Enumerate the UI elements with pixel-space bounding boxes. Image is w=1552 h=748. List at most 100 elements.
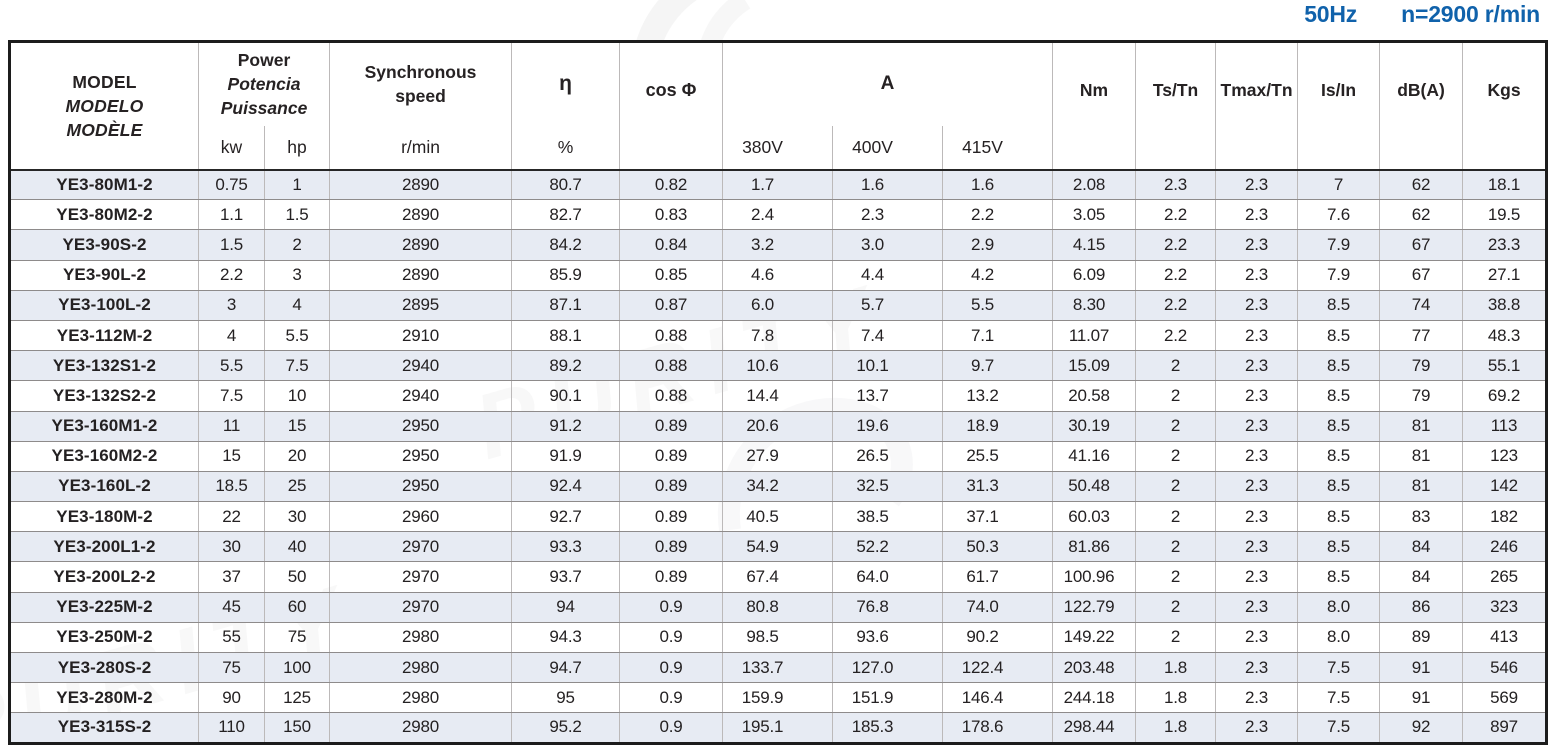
- cell-ts-tn: 2: [1135, 350, 1217, 382]
- cell-is-in: 8.5: [1297, 380, 1381, 412]
- cell-a415: 7.1: [942, 319, 1054, 352]
- table-body: YE3-80M1-2 0.75 1 2890 80.7 0.82 1.7 1.6 1.6 2.08…: [9, 168, 1548, 744]
- cell-kw: 1.1: [198, 199, 265, 231]
- cell-tmax-tn: 2.3: [1215, 259, 1299, 291]
- cell-speed: 2980: [329, 621, 513, 654]
- cell-model: YE3-315S-2: [9, 712, 199, 744]
- cell-a380: 34.2: [722, 470, 834, 503]
- cell-nm: 203.48: [1052, 651, 1137, 684]
- cell-kgs: 142: [1462, 470, 1548, 503]
- cell-tmax-tn: 2.3: [1215, 621, 1299, 654]
- cell-ts-tn: 2: [1135, 531, 1217, 563]
- table-row: YE3-132S2-2 7.5 10 2940 90.1 0.88 14.4 13.7 13.2…: [9, 380, 1548, 412]
- cell-speed: 2890: [329, 229, 513, 261]
- cell-ts-tn: 2: [1135, 410, 1217, 442]
- cell-hp: 4: [263, 289, 331, 321]
- cell-kgs: 27.1: [1462, 259, 1548, 291]
- cell-tmax-tn: 2.3: [1215, 199, 1299, 231]
- cell-kw: 5.5: [198, 350, 265, 382]
- cell-kw: 75: [198, 651, 265, 684]
- cell-hp: 60: [263, 591, 331, 623]
- cell-a415: 1.6: [942, 168, 1054, 201]
- subheader-415v: 415V: [942, 125, 1054, 171]
- cell-nm: 8.30: [1052, 289, 1137, 321]
- table-row: YE3-225M-2 45 60 2970 94 0.9 80.8 76.8 74.0 122.7…: [9, 591, 1548, 623]
- cell-a380: 14.4: [722, 380, 834, 412]
- cell-nm: 50.48: [1052, 470, 1137, 503]
- cell-cos-phi: 0.84: [619, 229, 724, 261]
- cell-tmax-tn: 2.3: [1215, 501, 1299, 533]
- cell-cos-phi: 0.89: [619, 561, 724, 593]
- cell-eta: 94.3: [511, 621, 621, 654]
- cell-cos-phi: 0.9: [619, 682, 724, 714]
- cell-eta: 84.2: [511, 229, 621, 261]
- cell-kgs: 546: [1462, 651, 1548, 684]
- cell-a415: 122.4: [942, 651, 1054, 684]
- cell-kw: 7.5: [198, 380, 265, 412]
- subheader-380v: 380V: [722, 125, 834, 171]
- cell-a400: 52.2: [832, 531, 944, 563]
- cell-nm: 6.09: [1052, 259, 1137, 291]
- cell-model: YE3-160L-2: [9, 470, 199, 503]
- cell-nm: 298.44: [1052, 712, 1137, 744]
- cell-is-in: 8.5: [1297, 501, 1381, 533]
- col-header-model: MODEL MODELO MODÈLE: [9, 41, 199, 171]
- cell-a380: 98.5: [722, 621, 834, 654]
- table-row: YE3-160M2-2 15 20 2950 91.9 0.89 27.9 26.5 25.5 4…: [9, 440, 1548, 472]
- cell-a400: 13.7: [832, 380, 944, 412]
- table-row: YE3-280M-2 90 125 2980 95 0.9 159.9 151.9 146.4 2…: [9, 682, 1548, 714]
- cell-is-in: 8.0: [1297, 621, 1381, 654]
- cell-kgs: 48.3: [1462, 319, 1548, 352]
- col-header-nm: Nm: [1052, 41, 1137, 171]
- cell-kw: 1.5: [198, 229, 265, 261]
- cell-ts-tn: 2: [1135, 501, 1217, 533]
- cell-nm: 244.18: [1052, 682, 1137, 714]
- cell-db: 62: [1379, 168, 1464, 201]
- power-header-es: Potencia: [227, 74, 301, 95]
- cell-db: 84: [1379, 531, 1464, 563]
- cell-cos-phi: 0.89: [619, 501, 724, 533]
- cell-ts-tn: 2.2: [1135, 289, 1217, 321]
- cell-a380: 80.8: [722, 591, 834, 623]
- cell-is-in: 7.6: [1297, 199, 1381, 231]
- cell-cos-phi: 0.89: [619, 531, 724, 563]
- cell-is-in: 8.5: [1297, 531, 1381, 563]
- cell-model: YE3-132S1-2: [9, 350, 199, 382]
- cell-tmax-tn: 2.3: [1215, 682, 1299, 714]
- cell-kgs: 123: [1462, 440, 1548, 472]
- cell-cos-phi: 0.9: [619, 591, 724, 623]
- cell-db: 83: [1379, 501, 1464, 533]
- frequency-caption: 50Hz n=2900 r/min: [1304, 1, 1540, 28]
- subheader-kw: kw: [198, 125, 265, 171]
- table-row: YE3-180M-2 22 30 2960 92.7 0.89 40.5 38.5 37.1 60…: [9, 501, 1548, 533]
- cell-hp: 150: [263, 712, 331, 744]
- cell-db: 91: [1379, 651, 1464, 684]
- cell-is-in: 8.5: [1297, 289, 1381, 321]
- cell-model: YE3-80M2-2: [9, 199, 199, 231]
- cell-eta: 82.7: [511, 199, 621, 231]
- cell-speed: 2980: [329, 651, 513, 684]
- cell-eta: 91.9: [511, 440, 621, 472]
- cell-model: YE3-160M1-2: [9, 410, 199, 442]
- table-row: YE3-100L-2 3 4 2895 87.1 0.87 6.0 5.7 5.5 8.30 2.2…: [9, 289, 1548, 321]
- cell-cos-phi: 0.88: [619, 350, 724, 382]
- cell-hp: 100: [263, 651, 331, 684]
- cell-hp: 1: [263, 168, 331, 201]
- cell-nm: 4.15: [1052, 229, 1137, 261]
- cell-speed: 2960: [329, 501, 513, 533]
- cell-speed: 2980: [329, 712, 513, 744]
- cell-eta: 94: [511, 591, 621, 623]
- cell-kgs: 69.2: [1462, 380, 1548, 412]
- cell-speed: 2950: [329, 410, 513, 442]
- cell-ts-tn: 2: [1135, 440, 1217, 472]
- col-header-kgs: Kgs: [1462, 41, 1548, 171]
- cell-a380: 4.6: [722, 259, 834, 291]
- cell-eta: 89.2: [511, 350, 621, 382]
- cell-tmax-tn: 2.3: [1215, 319, 1299, 352]
- cell-model: YE3-280S-2: [9, 651, 199, 684]
- table-row: YE3-132S1-2 5.5 7.5 2940 89.2 0.88 10.6 10.1 9.7…: [9, 350, 1548, 382]
- cell-a400: 127.0: [832, 651, 944, 684]
- cell-eta: 94.7: [511, 651, 621, 684]
- cell-eta: 91.2: [511, 410, 621, 442]
- cell-speed: 2890: [329, 259, 513, 291]
